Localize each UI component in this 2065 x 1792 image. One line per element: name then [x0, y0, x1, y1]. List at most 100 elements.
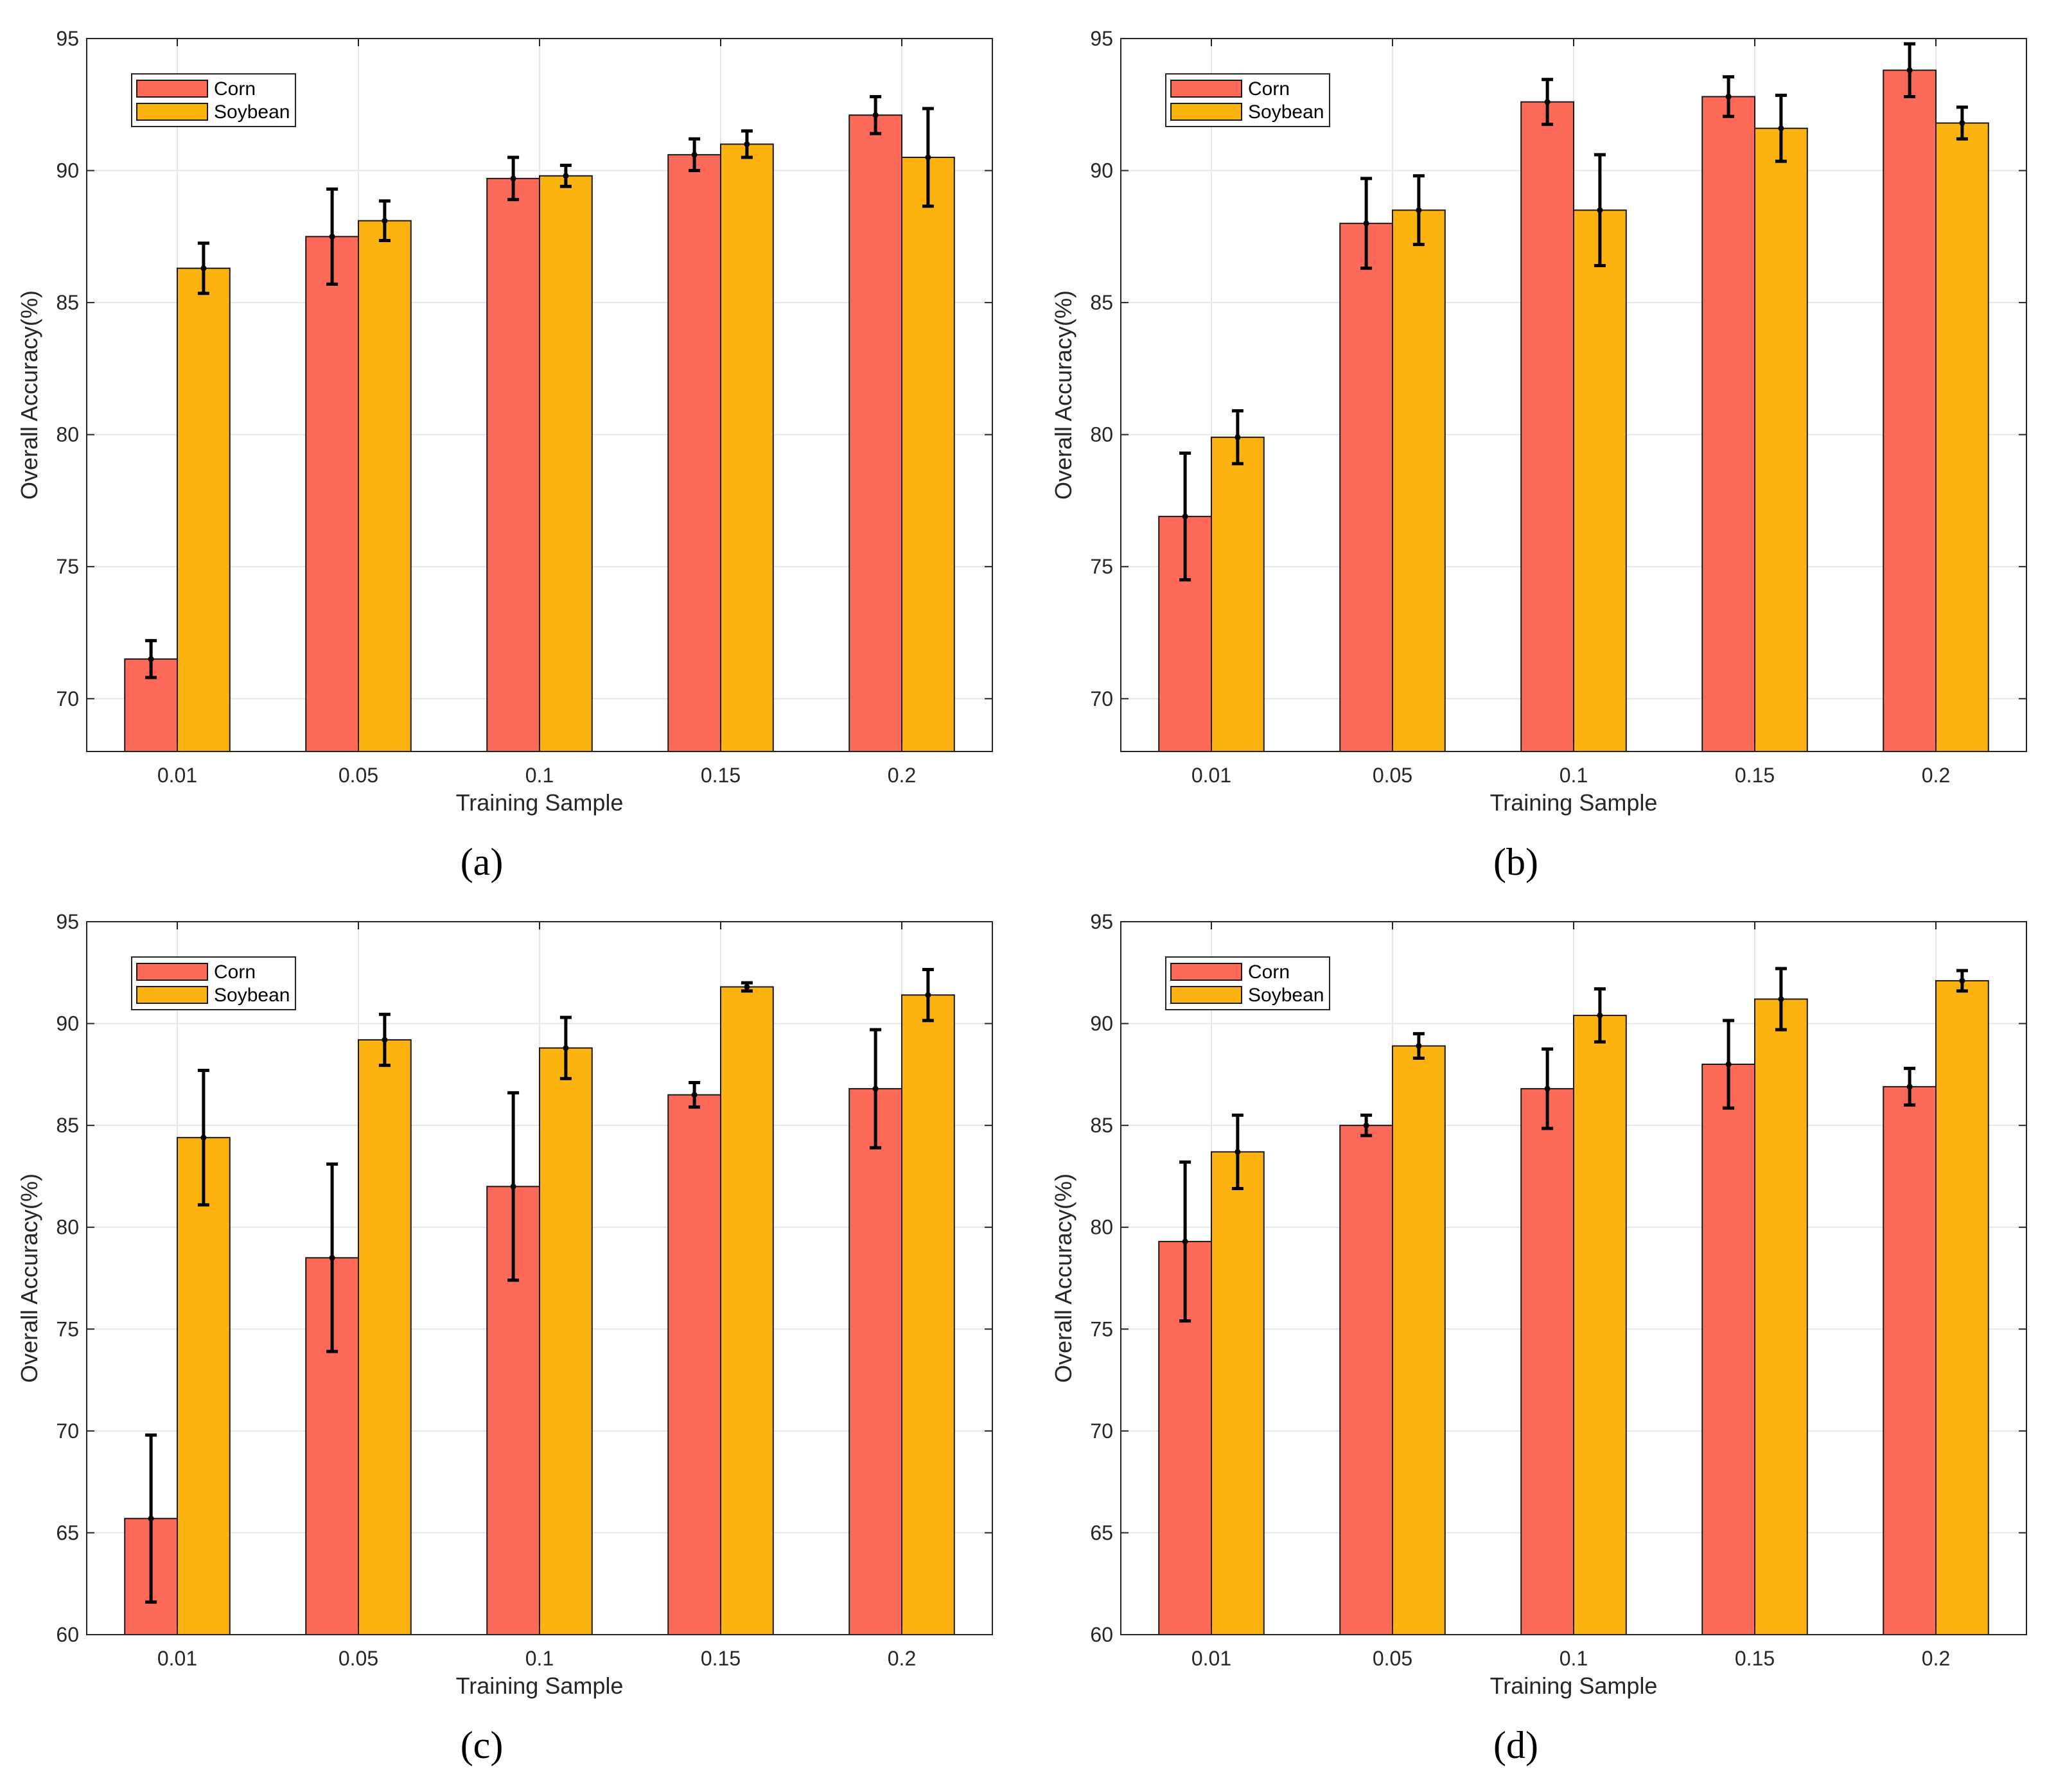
x-tick-label: 0.15: [701, 764, 741, 787]
mean-marker: [1182, 1238, 1188, 1245]
y-axis-label: Overall Accuracy(%): [1050, 1173, 1076, 1383]
chart-panel-b: 70 75 80 85 90 95 0.01 0.05 0.1 0.15 0.2 Training S…: [1047, 13, 2049, 883]
bar-soybean: [177, 267, 231, 752]
mean-marker: [1363, 220, 1369, 227]
legend-swatch-soybean: [136, 986, 208, 1004]
y-axis: 70 75 80 85 90 95: [1090, 27, 2026, 710]
mean-marker: [1416, 1042, 1422, 1049]
mean-marker: [1416, 207, 1422, 213]
panel-label: (d): [1493, 1724, 1538, 1766]
bar-corn: [848, 114, 902, 752]
bar-soybean: [1211, 436, 1265, 752]
x-axis: 0.01 0.05 0.1 0.15 0.2: [157, 922, 916, 1670]
bar-soybean: [539, 1047, 593, 1635]
mean-marker: [510, 1183, 516, 1190]
mean-marker: [1778, 996, 1784, 1003]
chart-panel-a: 70 75 80 85 90 95 0.01 0.05 0.1 0.15 0.2 Training S…: [13, 13, 1015, 883]
bar-soybean: [539, 175, 593, 752]
chart-panel-c: 60 65 70 75 80 85 90 95 0.01 0.05 0.1 0.15 0.2 Traini…: [13, 896, 1015, 1766]
y-tick-label: 95: [1090, 910, 1113, 933]
legend-label-corn: Corn: [1248, 962, 1290, 983]
y-tick-label: 80: [56, 423, 79, 446]
y-tick-label: 90: [56, 159, 79, 182]
x-tick-label: 0.05: [338, 764, 378, 787]
mean-marker: [1363, 1122, 1369, 1129]
mean-marker: [1182, 513, 1188, 520]
bar-soybean: [1754, 127, 1808, 752]
x-axis-label: Training Sample: [1490, 1673, 1658, 1699]
legend-label-corn: Corn: [214, 78, 256, 100]
x-tick-label: 0.05: [338, 1647, 378, 1670]
y-axis: 60 65 70 75 80 85 90 95: [56, 910, 992, 1646]
bar-soybean: [358, 1039, 412, 1635]
y-tick-label: 60: [1090, 1623, 1113, 1646]
bar-corn: [1520, 101, 1574, 752]
bar-corn: [305, 236, 359, 753]
bar-corn: [1883, 1085, 1937, 1635]
series-corn: [1158, 42, 1937, 752]
bar-corn: [667, 154, 721, 752]
mean-marker: [329, 1254, 335, 1261]
series-soybean: [177, 107, 955, 752]
y-tick-label: 65: [1090, 1521, 1113, 1544]
y-tick-label: 80: [1090, 1216, 1113, 1239]
bar-soybean: [901, 994, 955, 1635]
legend-swatch-corn: [136, 963, 208, 981]
bar-soybean: [720, 986, 774, 1635]
legend-swatch-soybean: [136, 103, 208, 121]
mean-marker: [148, 656, 154, 662]
x-tick-label: 0.15: [1735, 1647, 1775, 1670]
y-tick-label: 75: [56, 555, 79, 578]
x-tick-label: 0.01: [1191, 764, 1231, 787]
mean-marker: [691, 1092, 698, 1098]
mean-marker: [1544, 1085, 1551, 1092]
mean-marker: [200, 265, 207, 272]
mean-marker: [1778, 125, 1784, 132]
y-tick-label: 70: [1090, 1419, 1113, 1443]
x-tick-label: 0.05: [1373, 764, 1412, 787]
y-tick-label: 90: [1090, 1012, 1113, 1035]
y-tick-label: 85: [1090, 291, 1113, 314]
x-tick-label: 0.1: [1560, 764, 1588, 787]
mean-marker: [925, 154, 931, 161]
x-tick-label: 0.1: [525, 1647, 554, 1670]
mean-marker: [510, 175, 516, 182]
chart-panel-d: 60 65 70 75 80 85 90 95 0.01 0.05 0.1 0.15 0.2 Traini…: [1047, 896, 2049, 1766]
bar-soybean: [720, 143, 774, 752]
mean-marker: [1959, 978, 1965, 984]
bar-corn: [1520, 1088, 1574, 1635]
x-tick-label: 0.2: [1922, 764, 1950, 787]
y-tick-label: 95: [56, 910, 79, 933]
y-axis-label: Overall Accuracy(%): [16, 1173, 42, 1383]
x-axis-label: Training Sample: [456, 789, 624, 816]
y-tick-label: 75: [1090, 555, 1113, 578]
mean-marker: [382, 218, 388, 224]
x-tick-label: 0.1: [1560, 1647, 1588, 1670]
bar-soybean: [1935, 979, 1989, 1635]
panel-label: (b): [1493, 841, 1538, 883]
legend-label-soybean: Soybean: [214, 101, 290, 123]
y-tick-label: 80: [1090, 423, 1113, 446]
y-axis: 60 65 70 75 80 85 90 95: [1090, 910, 2026, 1646]
y-tick-label: 90: [1090, 159, 1113, 182]
mean-marker: [1725, 93, 1732, 100]
y-tick-label: 75: [56, 1317, 79, 1340]
x-axis-label: Training Sample: [1490, 789, 1658, 816]
x-tick-label: 0.01: [157, 1647, 197, 1670]
legend-label-corn: Corn: [214, 962, 256, 983]
series-corn: [124, 1028, 902, 1636]
bar-soybean: [1392, 209, 1446, 752]
mean-marker: [872, 1085, 879, 1092]
mean-marker: [1906, 67, 1913, 73]
series-soybean: [1211, 93, 1989, 753]
bar-soybean: [1935, 122, 1989, 753]
mean-marker: [1235, 434, 1241, 441]
x-axis-label: Training Sample: [456, 1673, 624, 1699]
bar-corn: [1701, 1064, 1755, 1635]
bar-corn: [1883, 69, 1937, 752]
bar-corn: [667, 1094, 721, 1636]
bar-soybean: [177, 1137, 231, 1635]
